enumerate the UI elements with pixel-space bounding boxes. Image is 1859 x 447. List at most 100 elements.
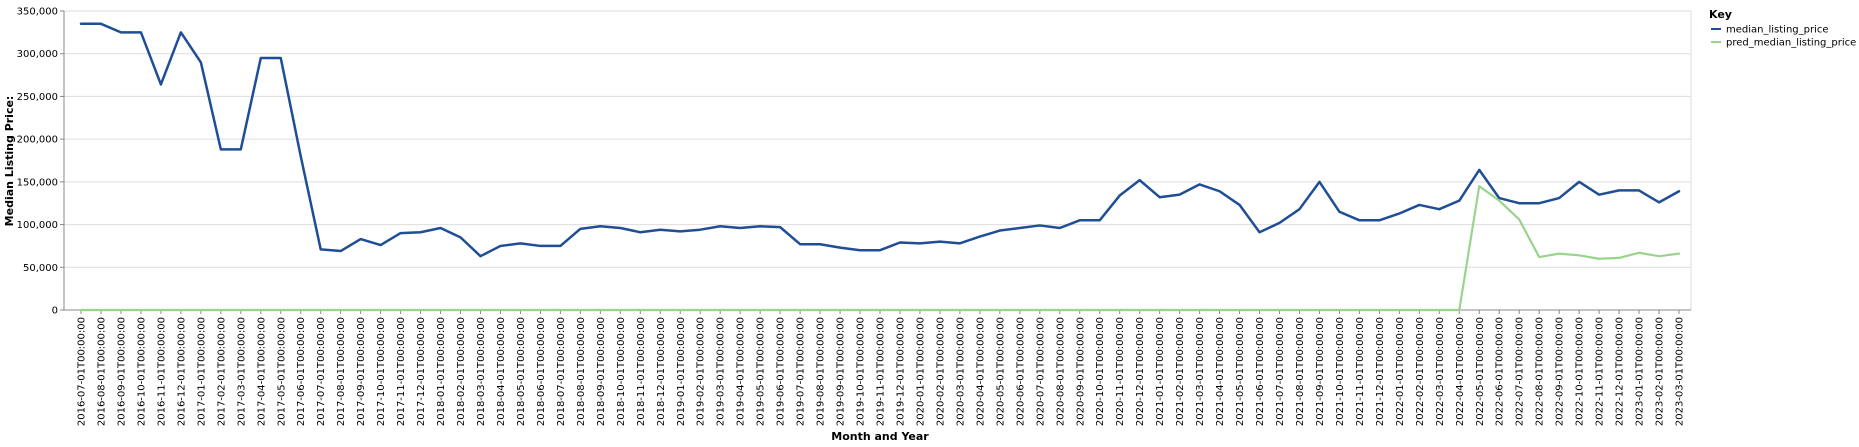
x-tick-label: 2019-11-01T00:00:00 [876,317,887,426]
series-lines [79,22,1681,312]
x-tick-label: 2022-06-01T00:00:00 [1495,317,1506,426]
x-tick-label: 2021-08-01T00:00:00 [1295,317,1306,426]
x-tick-label: 2020-06-01T00:00:00 [1015,317,1026,426]
x-tick-label: 2021-03-01T00:00:00 [1195,317,1206,426]
x-tick-label: 2019-09-01T00:00:00 [836,317,847,426]
x-tick-label: 2017-12-01T00:00:00 [416,317,427,426]
y-tick-label: 200,000 [17,135,58,146]
x-tick-label: 2021-04-01T00:00:00 [1215,317,1226,426]
x-tick-label: 2022-10-01T00:00:00 [1575,317,1586,426]
y-tick-label: 100,000 [17,220,58,231]
y-tick-label: 300,000 [17,49,58,60]
x-tick-label: 2019-10-01T00:00:00 [856,317,867,426]
x-tick-label: 2017-11-01T00:00:00 [396,317,407,426]
gridlines [64,10,1692,311]
x-tick-label: 2018-03-01T00:00:00 [476,317,487,426]
legend: Key median_listing_price pred_median_list… [1709,8,1856,49]
x-tick-label: 2018-07-01T00:00:00 [556,317,567,426]
y-axis-title: Median Listing Price: [3,96,16,227]
x-tick-label: 2016-10-01T00:00:00 [136,317,147,426]
x-tick-label: 2021-11-01T00:00:00 [1355,317,1366,426]
x-tick-label: 2020-08-01T00:00:00 [1055,317,1066,426]
legend-title: Key [1709,8,1732,21]
series-line-pred-median-listing-price [79,185,1681,312]
y-tick-label: 250,000 [17,92,58,103]
x-tick-label: 2019-02-01T00:00:00 [696,317,707,426]
x-tick-label: 2017-02-01T00:00:00 [216,317,227,426]
x-tick-label: 2018-12-01T00:00:00 [656,317,667,426]
x-tick-label: 2021-05-01T00:00:00 [1235,317,1246,426]
x-tick-label: 2020-01-01T00:00:00 [915,317,926,426]
x-tick-label: 2019-04-01T00:00:00 [736,317,747,426]
x-tick-label: 2020-05-01T00:00:00 [995,317,1006,426]
axes: 0 50,000 100,000 150,000 200,000 250,000 300,0… [17,7,1691,426]
x-tick-label: 2023-02-01T00:00:00 [1655,317,1666,426]
x-tick-label: 2018-10-01T00:00:00 [616,317,627,426]
y-tick-label: 350,000 [17,7,58,18]
x-tick-label: 2022-03-01T00:00:00 [1435,317,1446,426]
x-tick-label: 2016-09-01T00:00:00 [116,317,127,426]
x-tick-label: 2018-04-01T00:00:00 [496,317,507,426]
x-tick-label: 2017-09-01T00:00:00 [356,317,367,426]
y-tick-label: 0 [52,306,58,317]
x-tick-label: 2018-09-01T00:00:00 [596,317,607,426]
x-tick-label: 2022-12-01T00:00:00 [1615,317,1626,426]
x-tick-label: 2022-11-01T00:00:00 [1595,317,1606,426]
x-tick-label: 2020-03-01T00:00:00 [955,317,966,426]
x-tick-label: 2023-01-01T00:00:00 [1635,317,1646,426]
x-tick-label: 2022-05-01T00:00:00 [1475,317,1486,426]
x-tick-label: 2019-12-01T00:00:00 [895,317,906,426]
x-tick-label: 2018-01-01T00:00:00 [436,317,447,426]
x-tick-label: 2017-10-01T00:00:00 [376,317,387,426]
x-axis-title: Month and Year [831,430,929,443]
x-tick-label: 2018-05-01T00:00:00 [516,317,527,426]
x-tick-label: 2022-04-01T00:00:00 [1455,317,1466,426]
x-tick-label: 2021-01-01T00:00:00 [1155,317,1166,426]
x-tick-label: 2019-06-01T00:00:00 [776,317,787,426]
x-tick-label: 2017-05-01T00:00:00 [276,317,287,426]
x-tick-label: 2019-05-01T00:00:00 [756,317,767,426]
series-line-median-listing-price [79,22,1681,258]
x-tick-label: 2020-10-01T00:00:00 [1095,317,1106,426]
x-tick-label: 2020-02-01T00:00:00 [935,317,946,426]
x-tick-label: 2020-11-01T00:00:00 [1115,317,1126,426]
x-tick-label: 2017-03-01T00:00:00 [236,317,247,426]
x-tick-label: 2016-12-01T00:00:00 [176,317,187,426]
x-tick-label: 2018-02-01T00:00:00 [456,317,467,426]
x-tick-label: 2016-11-01T00:00:00 [156,317,167,426]
x-tick-label: 2022-01-01T00:00:00 [1395,317,1406,426]
x-tick-label: 2022-07-01T00:00:00 [1515,317,1526,426]
x-tick-label: 2019-08-01T00:00:00 [816,317,827,426]
legend-label: median_listing_price [1726,25,1829,36]
x-tick-label: 2022-08-01T00:00:00 [1535,317,1546,426]
x-tick-label: 2021-12-01T00:00:00 [1375,317,1386,426]
x-tick-label: 2022-09-01T00:00:00 [1555,317,1566,426]
x-tick-label: 2016-08-01T00:00:00 [96,317,107,426]
x-tick-label: 2021-06-01T00:00:00 [1255,317,1266,426]
x-tick-label: 2022-02-01T00:00:00 [1415,317,1426,426]
x-tick-label: 2021-09-01T00:00:00 [1315,317,1326,426]
x-tick-label: 2017-06-01T00:00:00 [296,317,307,426]
x-tick-label: 2020-09-01T00:00:00 [1075,317,1086,426]
x-tick-label: 2017-08-01T00:00:00 [336,317,347,426]
x-tick-label: 2021-02-01T00:00:00 [1175,317,1186,426]
x-tick-label: 2021-10-01T00:00:00 [1335,317,1346,426]
x-tick-label: 2017-07-01T00:00:00 [316,317,327,426]
x-tick-label: 2020-07-01T00:00:00 [1035,317,1046,426]
x-tick-label: 2021-07-01T00:00:00 [1275,317,1286,426]
x-tick-label: 2016-07-01T00:00:00 [77,317,88,426]
x-tick-label: 2023-03-01T00:00:00 [1675,317,1686,426]
x-tick-label: 2020-04-01T00:00:00 [975,317,986,426]
y-tick-label: 50,000 [23,263,58,274]
x-tick-label: 2019-03-01T00:00:00 [716,317,727,426]
x-tick-label: 2018-11-01T00:00:00 [636,317,647,426]
x-tick-label: 2018-08-01T00:00:00 [576,317,587,426]
x-tick-label: 2020-12-01T00:00:00 [1135,317,1146,426]
legend-label: pred_median_listing_price [1726,38,1856,49]
y-tick-label: 150,000 [17,177,58,188]
x-tick-label: 2019-07-01T00:00:00 [796,317,807,426]
x-tick-label: 2017-04-01T00:00:00 [256,317,267,426]
x-tick-label: 2019-01-01T00:00:00 [676,317,687,426]
